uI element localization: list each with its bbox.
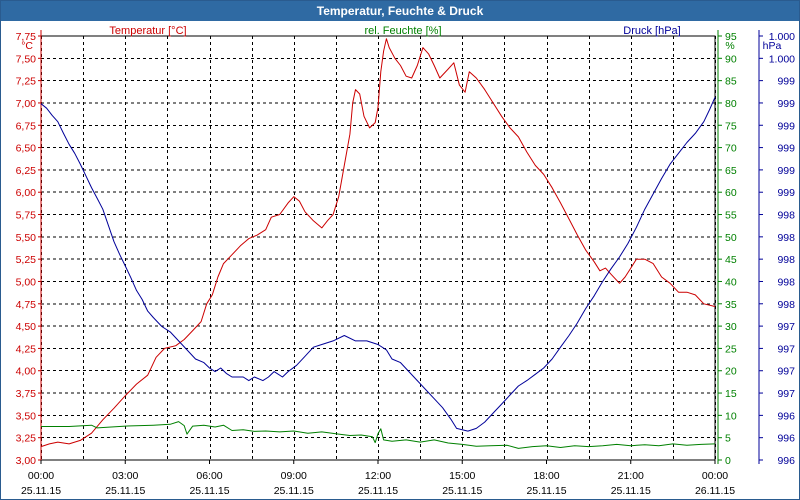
temperature-tick-label: 3,75 <box>16 388 37 400</box>
temperature-tick-label: 5,75 <box>16 210 37 222</box>
temperature-tick-label: 5,00 <box>16 276 37 288</box>
x-tick-time: 00:00 <box>28 470 54 482</box>
x-tick-time: 09:00 <box>281 470 307 482</box>
humidity-tick-label: 40 <box>725 276 737 288</box>
x-tick-date: 25.11.15 <box>189 485 229 497</box>
x-tick-time: 12:00 <box>365 470 391 482</box>
humidity-series-line <box>41 421 716 449</box>
humidity-tick-label: 65 <box>725 165 737 177</box>
temperature-tick-label: 7,00 <box>16 98 37 110</box>
humidity-tick-label: 25 <box>725 343 737 355</box>
humidity-tick-label: 5 <box>725 433 731 445</box>
axes <box>38 30 763 464</box>
pressure-tick-label: 996 <box>777 410 795 422</box>
x-tick-time: 21:00 <box>618 470 644 482</box>
humidity-tick-label: 70 <box>725 143 737 155</box>
x-tick-date: 25.11.15 <box>105 485 145 497</box>
temperature-tick-label: 3,00 <box>16 455 37 467</box>
temperature-tick-label: 4,75 <box>16 299 37 311</box>
temperature-tick-label: 7,75 <box>16 31 37 43</box>
temperature-tick-label: 5,25 <box>16 254 37 266</box>
pressure-tick-label: 999 <box>777 187 795 199</box>
window-title: Temperatur, Feuchte & Druck <box>1 1 799 21</box>
humidity-tick-label: 50 <box>725 232 737 244</box>
temperature-tick-label: 4,50 <box>16 321 37 333</box>
x-tick-time: 18:00 <box>533 470 559 482</box>
x-tick-date: 25.11.15 <box>611 485 651 497</box>
x-tick-date: 25.11.15 <box>274 485 314 497</box>
temperature-unit: °C <box>21 40 33 52</box>
grid-lines <box>41 35 716 461</box>
temperature-tick-label: 7,50 <box>16 53 37 65</box>
x-tick-time: 00:00 <box>702 470 728 482</box>
temperature-series-line <box>40 38 716 448</box>
humidity-tick-label: 15 <box>725 388 737 400</box>
humidity-tick-label: 90 <box>725 53 737 65</box>
axis-labels: 7,75 7,50 7,25 7,00 6,75 6,50 6,25 6,00 5,75 5,50… <box>16 25 796 497</box>
humidity-unit: % <box>725 40 734 52</box>
pressure-axis-label: Druck [hPa] <box>623 25 680 37</box>
temperature-tick-label: 6,50 <box>16 143 37 155</box>
temperature-tick-label: 5,50 <box>16 232 37 244</box>
pressure-tick-label: 998 <box>777 254 795 266</box>
pressure-tick-label: 999 <box>777 76 795 88</box>
x-tick-date: 26.11.15 <box>695 485 735 497</box>
pressure-tick-label: 999 <box>777 143 795 155</box>
pressure-tick-label: 1.000 <box>769 53 795 65</box>
humidity-tick-label: 75 <box>725 120 737 132</box>
pressure-tick-label: 1.000 <box>769 31 795 43</box>
pressure-tick-label: 997 <box>777 321 795 333</box>
pressure-tick-label: 997 <box>777 343 795 355</box>
pressure-tick-label: 999 <box>777 98 795 110</box>
temperature-tick-label: 6,00 <box>16 187 37 199</box>
temperature-tick-label: 6,75 <box>16 120 37 132</box>
humidity-tick-label: 60 <box>725 187 737 199</box>
pressure-tick-label: 998 <box>777 276 795 288</box>
temperature-tick-label: 3,50 <box>16 410 37 422</box>
x-tick-date: 25.11.15 <box>21 485 61 497</box>
pressure-tick-label: 999 <box>777 120 795 132</box>
series-lines <box>40 38 716 449</box>
humidity-tick-label: 95 <box>725 31 737 43</box>
temperature-tick-label: 3,25 <box>16 433 37 445</box>
x-tick-date: 25.11.15 <box>442 485 482 497</box>
humidity-tick-label: 10 <box>725 410 737 422</box>
pressure-tick-label: 998 <box>777 232 795 244</box>
x-tick-date: 25.11.15 <box>526 485 566 497</box>
pressure-tick-label: 997 <box>777 388 795 400</box>
humidity-tick-label: 80 <box>725 98 737 110</box>
x-tick-time: 15:00 <box>449 470 475 482</box>
temperature-tick-label: 4,25 <box>16 343 37 355</box>
pressure-tick-label: 999 <box>777 165 795 177</box>
temperature-tick-label: 4,00 <box>16 366 37 378</box>
humidity-tick-label: 85 <box>725 76 737 88</box>
pressure-tick-label: 997 <box>777 366 795 378</box>
humidity-tick-label: 20 <box>725 366 737 378</box>
temperature-tick-label: 7,25 <box>16 76 37 88</box>
humidity-tick-label: 30 <box>725 321 737 333</box>
pressure-tick-label: 996 <box>777 433 795 445</box>
humidity-tick-label: 45 <box>725 254 737 266</box>
pressure-tick-label: 998 <box>777 210 795 222</box>
humidity-tick-label: 35 <box>725 299 737 311</box>
pressure-unit: hPa <box>763 40 782 52</box>
x-tick-time: 03:00 <box>112 470 138 482</box>
pressure-tick-label: 998 <box>777 299 795 311</box>
humidity-tick-label: 55 <box>725 210 737 222</box>
temperature-axis-label: Temperatur [°C] <box>109 25 186 37</box>
x-tick-time: 06:00 <box>196 470 222 482</box>
pressure-tick-label: 996 <box>777 455 795 467</box>
humidity-tick-label: 0 <box>725 455 731 467</box>
temperature-tick-label: 6,25 <box>16 165 37 177</box>
humidity-axis-label: rel. Feuchte [%] <box>364 25 441 37</box>
x-tick-date: 25.11.15 <box>358 485 398 497</box>
pressure-series-line <box>40 97 716 432</box>
